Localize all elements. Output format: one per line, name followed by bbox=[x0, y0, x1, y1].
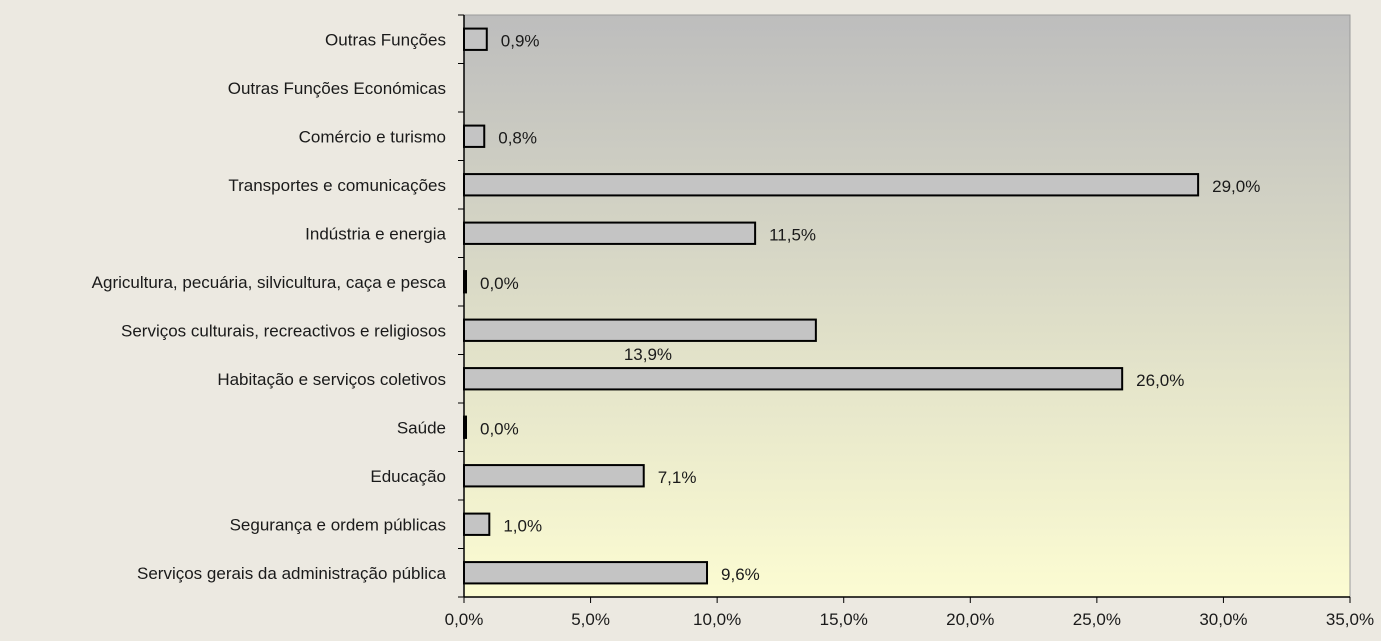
bar bbox=[463, 318, 817, 342]
value-tick-label: 25,0% bbox=[1073, 610, 1121, 629]
category-label: Outras Funções Económicas bbox=[228, 79, 446, 98]
data-label: 11,5% bbox=[769, 225, 816, 244]
data-label: 1,0% bbox=[503, 516, 542, 535]
category-label: Comércio e turismo bbox=[299, 127, 446, 146]
value-tick-label: 10,0% bbox=[693, 610, 741, 629]
bar bbox=[463, 124, 486, 148]
bar bbox=[463, 464, 645, 488]
category-label: Transportes e comunicações bbox=[228, 176, 446, 195]
bar bbox=[463, 173, 1200, 197]
value-tick-label: 30,0% bbox=[1199, 610, 1247, 629]
data-label: 0,0% bbox=[480, 419, 519, 438]
data-label: 9,6% bbox=[721, 565, 760, 584]
data-label: 7,1% bbox=[658, 468, 697, 487]
category-label: Serviços gerais da administração pública bbox=[137, 564, 447, 583]
value-tick-label: 35,0% bbox=[1326, 610, 1374, 629]
data-label: 13,9% bbox=[624, 345, 672, 364]
data-label: 0,0% bbox=[480, 274, 519, 293]
value-tick-label: 15,0% bbox=[820, 610, 868, 629]
value-tick-label: 5,0% bbox=[571, 610, 610, 629]
data-label: 26,0% bbox=[1136, 371, 1184, 390]
data-label: 0,8% bbox=[498, 128, 537, 147]
category-label: Indústria e energia bbox=[305, 224, 446, 243]
category-label: Segurança e ordem públicas bbox=[230, 515, 446, 534]
value-tick-label: 0,0% bbox=[445, 610, 484, 629]
category-label: Educação bbox=[370, 467, 446, 486]
plot-area bbox=[463, 14, 1351, 598]
data-label: 29,0% bbox=[1212, 177, 1260, 196]
category-label: Saúde bbox=[397, 418, 446, 437]
category-label: Serviços culturais, recreactivos e relig… bbox=[121, 321, 446, 340]
bar bbox=[463, 221, 757, 245]
category-label: Agricultura, pecuária, silvicultura, caç… bbox=[92, 273, 447, 292]
value-tick-label: 20,0% bbox=[946, 610, 994, 629]
bar bbox=[463, 27, 488, 51]
category-label: Habitação e serviços coletivos bbox=[217, 370, 446, 389]
bar bbox=[463, 512, 491, 536]
data-label: 0,9% bbox=[501, 31, 540, 50]
bar bbox=[463, 561, 709, 585]
category-label: Outras Funções bbox=[325, 30, 446, 49]
bar bbox=[463, 367, 1124, 391]
